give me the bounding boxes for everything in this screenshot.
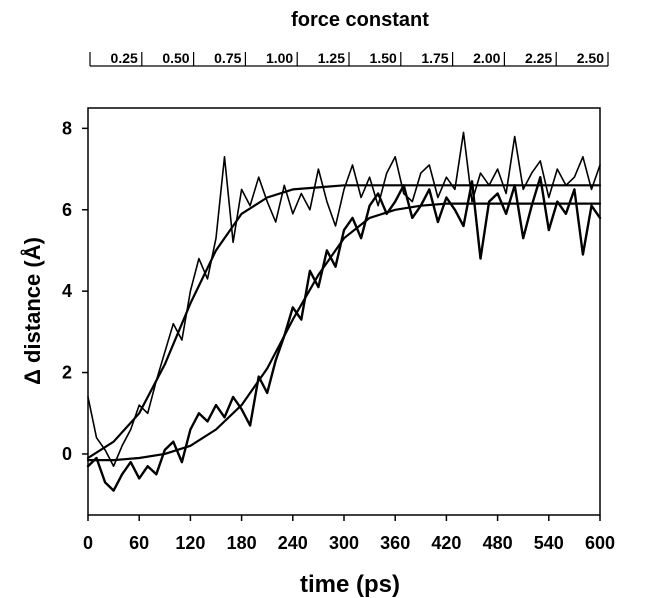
x-tick-label: 600 [585, 533, 615, 553]
x-tick-label: 180 [227, 533, 257, 553]
top-tick-label: 1.50 [370, 50, 397, 66]
x-tick-label: 120 [175, 533, 205, 553]
series-line-1 [87, 131, 601, 467]
top-tick-label: 2.00 [473, 50, 500, 66]
x-tick-label: 480 [483, 533, 513, 553]
x-tick-label: 0 [83, 533, 93, 553]
top-axis: 0.25 0.50 0.75 1.00 1.25 1.50 1.75 2.00 2.25 2.50 [89, 50, 609, 67]
top-tick-label: 2.25 [525, 50, 552, 66]
x-tick-label: 240 [278, 533, 308, 553]
x-tick-label: 540 [534, 533, 564, 553]
x-axis-title: time (ps) [300, 571, 400, 598]
x-tick-label: 300 [329, 533, 359, 553]
y-tick-label: 8 [62, 118, 72, 138]
y-tick-label: 2 [62, 363, 72, 383]
series-line-2 [86, 176, 602, 492]
top-tick-label: 0.25 [111, 50, 138, 66]
top-tick-label: 0.75 [214, 50, 241, 66]
x-tick-label: 360 [380, 533, 410, 553]
x-axis: 0 60 120 180 240 300 360 420 480 540 600 [83, 515, 615, 553]
y-tick-label: 0 [62, 444, 72, 464]
y-tick-label: 6 [62, 200, 72, 220]
x-tick-label: 60 [129, 533, 149, 553]
x-tick-label: 420 [431, 533, 461, 553]
top-tick-label: 1.00 [266, 50, 293, 66]
series-line-3 [86, 184, 602, 460]
top-axis-title: force constant [291, 9, 429, 31]
top-tick-label: 0.50 [162, 50, 189, 66]
y-tick-label: 4 [62, 281, 72, 301]
top-tick-label: 1.75 [421, 50, 448, 66]
y-axis: 0 2 4 6 8 [62, 118, 88, 464]
series-group [86, 131, 602, 492]
y-axis-title: Δ distance (Å) [19, 237, 45, 385]
top-tick-label: 2.50 [577, 50, 604, 66]
series-line-4 [86, 202, 602, 462]
top-tick-label: 1.25 [318, 50, 345, 66]
